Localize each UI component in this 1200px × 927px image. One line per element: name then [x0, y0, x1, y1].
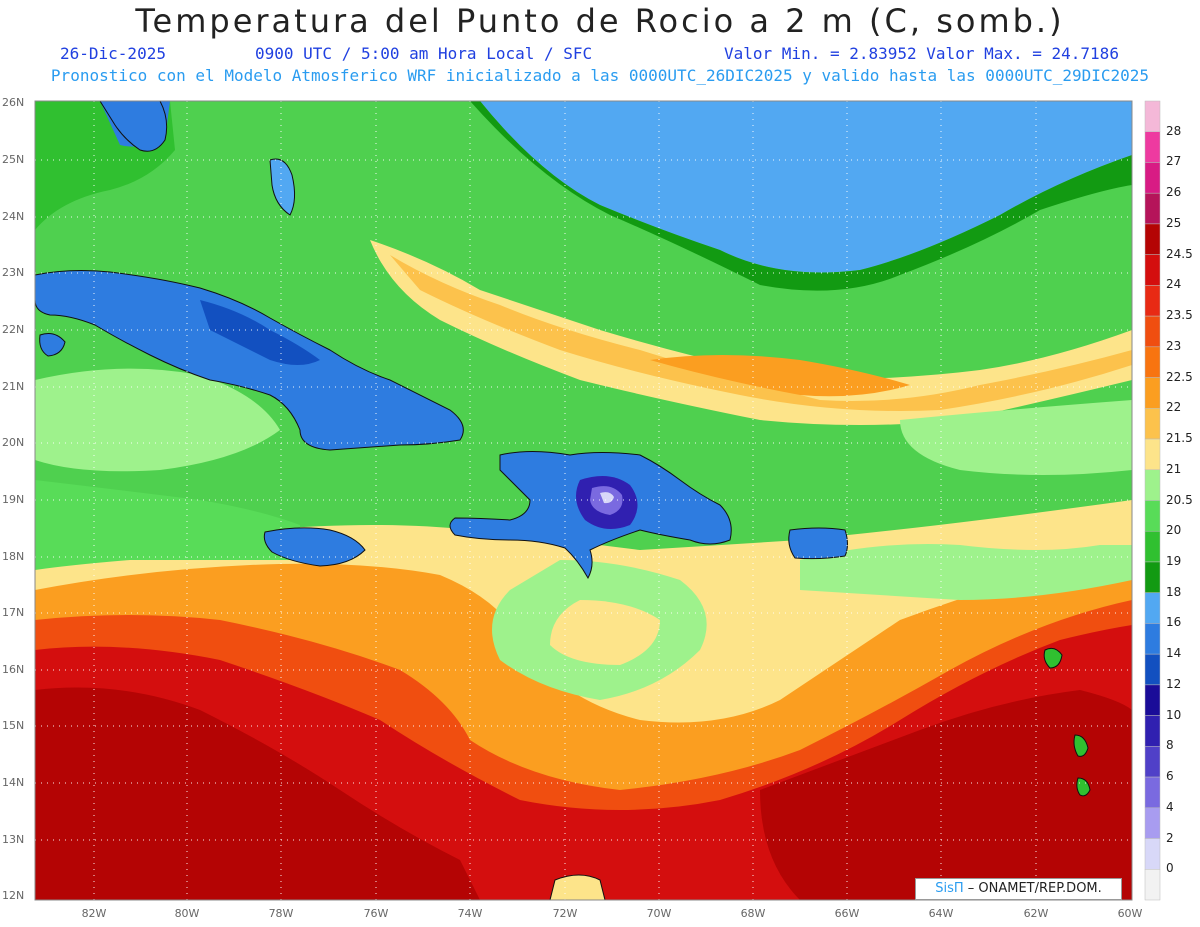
shaded-field — [35, 101, 1132, 900]
forecast-date: 26-Dic-2025 — [60, 44, 166, 63]
sispi-logo-text: SisΠ — [935, 881, 964, 896]
colorbar-swatch — [1144, 653, 1161, 686]
colorbar-label: 20.5 — [1166, 492, 1193, 507]
lat-label: 12N — [2, 889, 25, 902]
colorbar-swatch — [1144, 408, 1161, 440]
colorbar-swatch — [1144, 100, 1161, 132]
colorbar-swatch — [1144, 746, 1161, 778]
lat-label: 20N — [2, 436, 25, 449]
colorbar-swatch — [1144, 192, 1161, 225]
colorbar-label: 19 — [1166, 553, 1182, 568]
lon-label: 74W — [457, 907, 483, 920]
lat-label: 14N — [2, 776, 25, 789]
credit-text: – ONAMET/REP.DOM. — [963, 881, 1102, 896]
lat-label: 18N — [2, 550, 25, 563]
lon-label: 64W — [928, 907, 954, 920]
colorbar-label: 0 — [1166, 861, 1174, 876]
colorbar-label: 8 — [1166, 738, 1174, 753]
colorbar-swatch — [1144, 131, 1161, 163]
colorbar-swatch — [1144, 561, 1161, 593]
colorbar-swatch — [1144, 285, 1161, 317]
colorbar-label: 4 — [1166, 799, 1174, 814]
colorbar-swatch — [1144, 346, 1161, 378]
model-note: Pronostico con el Modelo Atmosferico WRF… — [50, 66, 1150, 85]
colorbar-label: 24.5 — [1166, 246, 1193, 261]
colorbar-swatch — [1144, 469, 1161, 501]
lon-label: 60W — [1117, 907, 1143, 920]
colorbar-swatch — [1144, 592, 1161, 624]
colorbar-swatch — [1144, 500, 1161, 532]
colorbar-label: 26 — [1166, 185, 1182, 200]
colorbar-label: 23 — [1166, 338, 1182, 353]
colorbar-label: 10 — [1166, 707, 1182, 722]
colorbar-label: 27 — [1166, 154, 1182, 169]
colorbar-swatch — [1144, 530, 1161, 563]
colorbar — [1144, 100, 1161, 901]
lon-label: 70W — [646, 907, 672, 920]
colorbar-label: 23.5 — [1166, 308, 1193, 323]
lat-label: 26N — [2, 96, 25, 109]
lat-label: 22N — [2, 323, 25, 336]
lon-label: 78W — [268, 907, 294, 920]
lon-label: 82W — [81, 907, 107, 920]
colorbar-label: 16 — [1166, 615, 1182, 630]
lat-label: 16N — [2, 663, 25, 676]
lat-label: 15N — [2, 719, 25, 732]
lat-label: 24N — [2, 210, 25, 223]
map-title: Temperatura del Punto de Rocio a 2 m (C,… — [135, 2, 1065, 40]
colorbar-label: 21.5 — [1166, 431, 1193, 446]
lat-label: 25N — [2, 153, 25, 166]
forecast-time: 0900 UTC / 5:00 am Hora Local / SFC — [255, 44, 593, 63]
colorbar-swatch — [1144, 684, 1161, 716]
colorbar-label: 25 — [1166, 215, 1182, 230]
lat-label: 13N — [2, 833, 25, 846]
lat-label: 19N — [2, 493, 25, 506]
colorbar-label: 14 — [1166, 646, 1182, 661]
lat-label: 21N — [2, 380, 25, 393]
lon-label: 72W — [552, 907, 578, 920]
colorbar-swatch — [1144, 254, 1161, 286]
lon-label: 66W — [834, 907, 860, 920]
lat-label: 17N — [2, 606, 25, 619]
min-max-values: Valor Min. = 2.83952 Valor Max. = 24.718… — [724, 44, 1119, 63]
colorbar-swatch — [1144, 162, 1161, 194]
colorbar-swatch — [1144, 623, 1161, 655]
colorbar-label: 28 — [1166, 123, 1182, 138]
colorbar-label: 24 — [1166, 277, 1182, 292]
lat-label: 23N — [2, 266, 25, 279]
lon-label: 62W — [1023, 907, 1049, 920]
colorbar-label: 20 — [1166, 523, 1182, 538]
colorbar-swatch — [1144, 869, 1161, 901]
colorbar-swatch — [1144, 223, 1161, 255]
colorbar-label: 6 — [1166, 769, 1174, 784]
colorbar-swatch — [1144, 715, 1161, 747]
colorbar-label: 22.5 — [1166, 369, 1193, 384]
colorbar-swatch — [1144, 776, 1161, 809]
credit-box: SisΠ – ONAMET/REP.DOM. — [915, 878, 1122, 900]
lon-label: 80W — [174, 907, 200, 920]
colorbar-swatch — [1144, 377, 1161, 409]
colorbar-label: 2 — [1166, 830, 1174, 845]
colorbar-swatch — [1144, 807, 1161, 839]
lon-label: 68W — [740, 907, 766, 920]
colorbar-label: 21 — [1166, 461, 1182, 476]
colorbar-swatch — [1144, 438, 1161, 471]
lon-label: 76W — [363, 907, 389, 920]
colorbar-label: 12 — [1166, 676, 1182, 691]
colorbar-swatch — [1144, 315, 1161, 348]
colorbar-swatch — [1144, 838, 1161, 870]
colorbar-label: 18 — [1166, 584, 1182, 599]
colorbar-label: 22 — [1166, 400, 1182, 415]
